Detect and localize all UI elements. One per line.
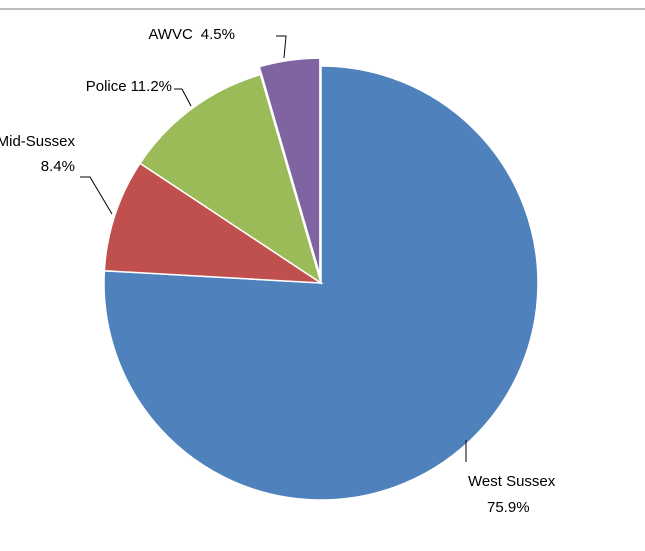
leader-line-awvc [276, 35, 287, 59]
pie-slice-awvc [258, 57, 321, 276]
slice-percent-west-sussex: 75.9% [487, 499, 530, 516]
pie-slice-mid-sussex [103, 162, 324, 284]
slice-labels: West Sussex 75.9% Mid-Sussex 8.4% Police 11.2… [0, 26, 556, 516]
slice-name-police: Police [86, 78, 127, 95]
slice-percent-police: 11.2% [131, 78, 172, 95]
leader-line-police [174, 88, 192, 107]
slice-name-west-sussex: West Sussex [468, 473, 556, 490]
slice-label-awvc: AWVC 4.5% [148, 26, 235, 43]
slice-percent-mid-sussex: 8.4% [41, 158, 75, 175]
slice-label-police: Police 11.2% [86, 78, 172, 95]
slice-name-mid-sussex: Mid-Sussex [0, 133, 75, 150]
leader-line-mid-sussex [80, 176, 113, 215]
slice-name-awvc: AWVC [148, 26, 193, 43]
pie-slice-police [138, 73, 323, 285]
slice-percent-awvc: 4.5% [201, 26, 235, 43]
leader-lines [80, 35, 467, 462]
pie-slices [103, 57, 539, 501]
